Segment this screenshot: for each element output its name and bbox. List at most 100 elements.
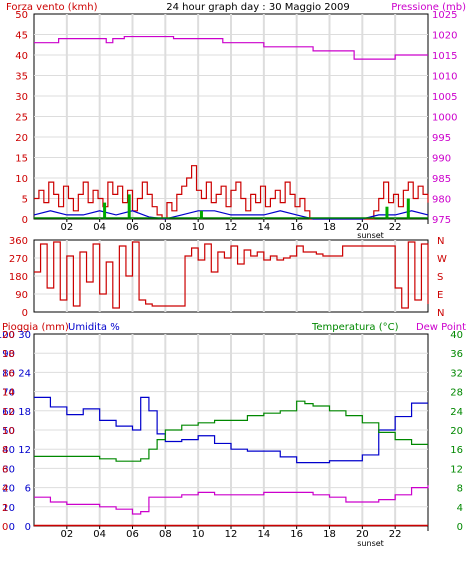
temperature-y-tick-label: 40 (450, 330, 463, 341)
rain-event-bar (199, 210, 203, 219)
humidity-y-tick-label: 90 (2, 349, 15, 360)
chart-title: 24 hour graph day : 30 Maggio 2009 (166, 2, 349, 13)
humidity-y-tick-label: 40 (2, 445, 15, 456)
humidity-y-tick-label: 30 (2, 464, 15, 475)
wind-x-tick-label: 16 (290, 222, 303, 233)
temperature-y-tick-label: 0 (457, 522, 463, 533)
humidity-y-tick-label: 60 (2, 407, 15, 418)
rain-event-bar (385, 206, 389, 219)
wind-x-tick-label: 08 (159, 222, 172, 233)
humidity-alt-tick-label: 0 (25, 522, 31, 533)
humidity-x-tick-label: 02 (60, 529, 73, 540)
wind-x-tick-label: 04 (93, 222, 106, 233)
humidity-y-tick-label: 100 (0, 330, 15, 341)
pressure-y-tick-label: 1020 (432, 31, 457, 42)
sunset-label-bottom: sunset (357, 539, 384, 548)
rain-event-bar (103, 202, 107, 219)
humidity-x-tick-label: 04 (93, 529, 106, 540)
wind-y-tick-label: 45 (15, 31, 28, 42)
temperature-y-tick-label: 8 (457, 484, 463, 495)
temperature-y-tick-label: 20 (450, 426, 463, 437)
pressure-y-tick-label: 1000 (432, 113, 457, 124)
wind-x-tick-label: 20 (356, 222, 369, 233)
rain-y-tick-label: 18 (2, 349, 15, 360)
pressure-axis-label: Pressione (mb) (391, 2, 466, 13)
humidity-alt-tick-label: 24 (18, 368, 31, 379)
dewpoint-line (34, 485, 429, 515)
compass-tick-label: W (437, 254, 447, 265)
rain-y-tick-label: 2 (2, 503, 8, 514)
rain-axis-label: Pioggia (mm) (2, 322, 69, 333)
wind-x-tick-label: 18 (323, 222, 336, 233)
chart-panels: 0510152025303540455097598098599099510001… (0, 10, 463, 548)
rain-y-tick-label: 0 (2, 522, 8, 533)
humidity-y-tick-label: 50 (2, 426, 15, 437)
compass-tick-label: N (437, 308, 444, 319)
rain-y-tick-label: 4 (2, 484, 8, 495)
sunset-label: sunset (357, 231, 384, 240)
pressure-y-tick-label: 985 (432, 174, 451, 185)
humidity-x-tick-label: 10 (192, 529, 205, 540)
wind-x-tick-label: 06 (126, 222, 139, 233)
pressure-y-tick-label: 975 (432, 215, 451, 226)
humidity-x-tick-label: 06 (126, 529, 139, 540)
pressure-y-tick-label: 990 (432, 154, 451, 165)
compass-tick-label: E (437, 290, 443, 301)
pressure-y-tick-label: 1005 (432, 92, 457, 103)
wind-direction-line (34, 241, 429, 309)
humidity-y-tick-label: 0 (9, 522, 15, 533)
direction-y-tick-label: 270 (9, 254, 28, 265)
temperature-y-tick-label: 24 (450, 407, 463, 418)
humidity-x-tick-label: 18 (323, 529, 336, 540)
wind-axis-label: Forza vento (kmh) (6, 2, 98, 13)
humidity-alt-tick-label: 12 (18, 445, 31, 456)
temperature-y-tick-label: 36 (450, 349, 463, 360)
wind-x-tick-label: 14 (257, 222, 270, 233)
humidity-y-tick-label: 80 (2, 368, 15, 379)
wind-speed-line (34, 165, 429, 220)
rain-y-tick-label: 6 (2, 464, 8, 475)
rain-y-tick-label: 8 (2, 445, 8, 456)
wind-y-tick-label: 30 (15, 92, 28, 103)
compass-tick-label: N (437, 236, 444, 247)
wind-avg-line (33, 210, 429, 220)
humidity-axis-label: Umidita % (68, 322, 120, 333)
wind-x-tick-label: 12 (225, 222, 238, 233)
humidity-y-tick-label: 10 (2, 503, 15, 514)
wind-y-tick-label: 0 (22, 215, 28, 226)
humidity-x-tick-label: 12 (225, 529, 238, 540)
humidity-x-tick-label: 22 (389, 529, 402, 540)
wind-y-tick-label: 35 (15, 72, 28, 83)
temperature-y-tick-label: 12 (450, 464, 463, 475)
wind-y-tick-label: 5 (22, 195, 28, 206)
temperature-y-tick-label: 28 (450, 388, 463, 399)
wind-y-tick-label: 25 (15, 113, 28, 124)
pressure-y-tick-label: 980 (432, 195, 451, 206)
humidity-x-tick-label: 08 (159, 529, 172, 540)
temperature-y-tick-label: 16 (450, 445, 463, 456)
pressure-y-tick-label: 1025 (432, 10, 457, 21)
wind-y-tick-label: 10 (15, 174, 28, 185)
wind-x-tick-label: 10 (192, 222, 205, 233)
direction-y-tick-label: 90 (15, 290, 28, 301)
humidity-alt-tick-label: 18 (18, 407, 31, 418)
humidity-alt-tick-label: 6 (25, 484, 31, 495)
humidity-x-tick-label: 20 (356, 529, 369, 540)
wind-x-tick-label: 02 (60, 222, 73, 233)
pressure-y-tick-label: 1010 (432, 72, 457, 83)
direction-y-tick-label: 0 (22, 308, 28, 319)
temperature-y-tick-label: 32 (450, 368, 463, 379)
temperature-y-tick-label: 4 (457, 503, 463, 514)
humidity-alt-tick-label: 30 (18, 330, 31, 341)
rain-event-bar (127, 194, 131, 219)
rain-y-tick-label: 10 (2, 426, 15, 437)
rain-y-tick-label: 12 (2, 407, 15, 418)
pressure-line (34, 35, 428, 60)
rain-y-tick-label: 20 (2, 330, 15, 341)
temperature-line (34, 400, 428, 462)
wind-y-tick-label: 40 (15, 51, 28, 62)
pressure-y-tick-label: 1015 (432, 51, 457, 62)
temperature-axis-label: Temperatura (°C) (311, 322, 399, 333)
rain-event-bar (406, 198, 410, 219)
